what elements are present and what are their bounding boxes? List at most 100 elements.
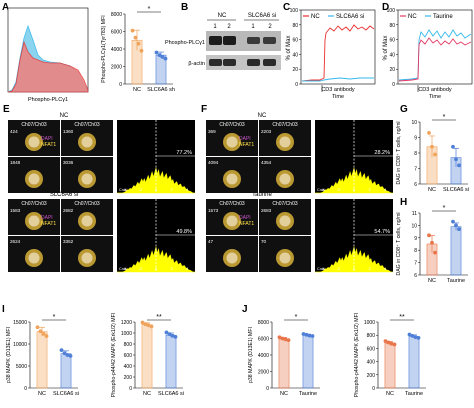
y-axis-label: DAG in CD8⁺ T cells, ng/ml — [396, 212, 402, 275]
lane-label-1: 1 — [213, 24, 217, 30]
y-tick-label: 2000 — [111, 65, 122, 71]
data-point — [416, 335, 421, 340]
kinetics-frame-c — [300, 9, 376, 85]
y-tick-label: 0 — [266, 386, 269, 392]
kinetics-ylabel-c: % of Max — [286, 35, 292, 60]
bar — [450, 226, 462, 276]
cell-id: 2682 — [63, 208, 74, 213]
y-tick-label: 0 — [295, 82, 298, 88]
y-axis-label: p38 MAPK (D13E1) MFI — [248, 327, 254, 383]
data-point — [430, 144, 434, 149]
tile-header: Ch07/Ch03 — [21, 201, 47, 207]
channel-label-nfat1: NFAT1 — [41, 221, 56, 227]
cell-core — [28, 136, 40, 148]
cell-id: 424 — [10, 129, 18, 134]
cell-id: 369 — [208, 129, 216, 134]
panel-h: H 6 7 8 9 10 11 DAG in CD8⁺ T cells, ng/ml NC Ta… — [396, 197, 468, 284]
gate-percentage: 54.7% — [374, 229, 390, 235]
channel-label-nfat1: NFAT1 — [41, 142, 56, 148]
x-tick-label: 4 — [186, 188, 188, 192]
y-tick-label: 11 — [412, 211, 417, 217]
y-tick-label: 800 — [124, 342, 133, 348]
channel-label-nfat1: NFAT1 — [239, 142, 254, 148]
y-tick-label: 4000 — [258, 353, 269, 359]
data-point — [160, 54, 165, 59]
blot-band — [223, 36, 236, 45]
bar-chart-a: 0 2000 4000 6000 8000 Phospho-PLCγ1(Tyr783) M… — [101, 6, 175, 93]
x-tick-label: -4 — [123, 267, 126, 271]
channel-label-dapi: DAPI — [41, 136, 53, 142]
data-point — [386, 340, 391, 345]
cell-id: 2683 — [261, 208, 272, 213]
category-label: Taurine — [405, 391, 423, 397]
data-point — [433, 250, 437, 255]
y-axis-label: DAG in CD8⁺ T cells, ng/ml — [396, 121, 402, 184]
y-tick-label: 6000 — [111, 30, 122, 36]
data-point — [430, 240, 434, 245]
data-point — [392, 342, 397, 347]
kinetics-xlabel-d: Time — [429, 94, 441, 100]
y-tick-label: 400 — [124, 364, 133, 370]
cell-core — [28, 215, 40, 227]
data-point — [286, 338, 291, 343]
cell-core — [81, 215, 93, 227]
tile-header: Ch07/Ch03 — [74, 201, 100, 207]
lane-label-4: 2 — [268, 24, 272, 30]
x-tick-label: 0 — [155, 188, 157, 192]
data-point — [457, 227, 461, 232]
significance-label: ** — [156, 314, 162, 321]
bar-chart-h: 6 7 8 9 10 11 DAG in CD8⁺ T cells, ng/ml NC Taur… — [396, 205, 468, 284]
bar — [408, 336, 420, 389]
kinetics-yticks-c: 0 20 40 60 80 100 — [290, 8, 301, 88]
y-tick-label: 600 — [124, 353, 133, 359]
y-tick-label: 80 — [389, 23, 395, 29]
data-point — [140, 320, 145, 325]
cell-core — [279, 215, 291, 227]
data-point — [277, 335, 282, 340]
panel-letter-d: D — [382, 2, 389, 13]
blot-group-si: SLC6A6 si — [248, 13, 276, 19]
axis-label: Cnts — [119, 267, 127, 271]
y-tick-label: 100 — [387, 8, 396, 14]
category-label: NC — [428, 278, 436, 284]
condition-title-top: NC — [258, 113, 267, 119]
cell-id: 1848 — [10, 160, 21, 165]
y-tick-label: 15000 — [13, 320, 27, 326]
x-tick-label: 2 — [368, 267, 370, 271]
y-tick-label: 5000 — [16, 364, 27, 370]
y-tick-label: 7 — [414, 167, 417, 173]
blot-group-nc: NC — [218, 13, 227, 19]
cell-core — [226, 252, 238, 264]
bar — [60, 353, 72, 389]
legend-label-nc: NC — [408, 14, 417, 20]
category-label: NC — [143, 391, 151, 397]
tile-header: Ch07/Ch03 — [74, 122, 100, 128]
x-tick-label: 0 — [353, 267, 355, 271]
y-tick-label: 2000 — [258, 370, 269, 376]
y-tick-label: 100 — [290, 8, 299, 14]
x-tick-label: -4 — [321, 188, 324, 192]
y-tick-label: 7 — [414, 261, 417, 267]
blot-label-top: Phospho-PLCγ1 — [165, 40, 205, 46]
bar-chart-g: 6 7 8 9 10 DAG in CD8⁺ T cells, ng/ml NC SLC6A6… — [396, 114, 469, 193]
y-tick-label: 8 — [414, 248, 417, 254]
data-point — [65, 353, 70, 357]
arrow-label-c: CD3 antibody — [321, 87, 355, 93]
cell-id: 2624 — [10, 239, 21, 244]
category-label: NC — [428, 187, 436, 193]
cell-id: 3352 — [63, 239, 74, 244]
gate-percentage: 49.8% — [176, 229, 192, 235]
y-tick-label: 10 — [411, 223, 417, 229]
y-tick-label: 20 — [292, 67, 298, 73]
data-point — [457, 163, 461, 168]
data-point — [304, 332, 309, 337]
kinetics-xlabel-c: Time — [332, 94, 344, 100]
kinetics-yticks-d: 0 20 40 60 80 100 — [387, 8, 398, 88]
cell-core — [279, 252, 291, 264]
kinetics-ylabel-d: % of Max — [383, 35, 389, 60]
panel-letter: F — [201, 104, 207, 115]
blot-band — [247, 37, 260, 44]
x-tick-label: 0 — [353, 188, 355, 192]
y-tick-label: 6 — [414, 182, 417, 188]
